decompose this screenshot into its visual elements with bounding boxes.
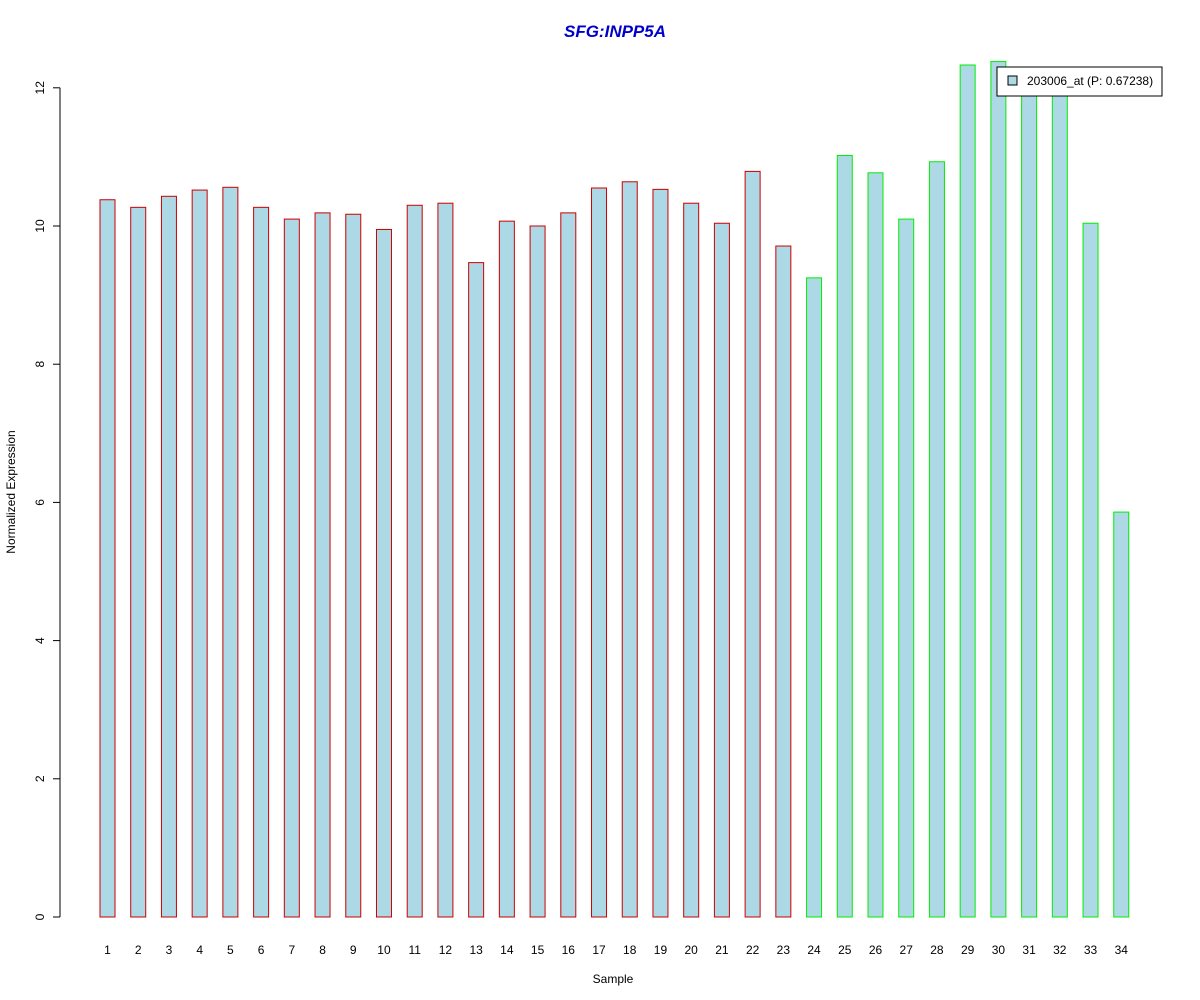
legend-label: 203006_at (P: 0.67238) [1027, 74, 1153, 88]
chart-title: SFG:INPP5A [564, 22, 666, 41]
bars [99, 61, 1130, 918]
bar-sample-18 [621, 181, 638, 918]
bar-sample-23 [775, 245, 792, 918]
x-axis-tick-label: 21 [715, 943, 729, 957]
x-axis-tick-label: 14 [500, 943, 514, 957]
x-axis-tick-label: 25 [838, 943, 852, 957]
x-axis-tick-label: 4 [196, 943, 203, 957]
x-axis-tick-label: 29 [961, 943, 975, 957]
x-axis-tick-label: 19 [654, 943, 668, 957]
x-axis-tick-label: 30 [992, 943, 1006, 957]
bar-sample-21 [713, 222, 730, 918]
y-axis-tick-label: 6 [33, 499, 47, 506]
bar-sample-28 [928, 161, 945, 918]
x-axis-tick-label: 5 [227, 943, 234, 957]
bar-sample-1 [99, 199, 116, 918]
bar-sample-33 [1082, 222, 1099, 918]
x-axis-tick-label: 23 [777, 943, 791, 957]
bar-sample-15 [529, 225, 546, 918]
x-axis-tick-label: 28 [930, 943, 944, 957]
bar-sample-10 [375, 228, 392, 918]
bar-sample-32 [1051, 94, 1068, 918]
bar-sample-25 [836, 155, 853, 918]
bar-sample-16 [560, 212, 577, 918]
x-axis-tick-label: 2 [135, 943, 142, 957]
bar-sample-13 [468, 262, 485, 918]
x-axis-title: Sample [593, 972, 634, 986]
x-axis-tick-label: 27 [900, 943, 914, 957]
bar-sample-11 [406, 204, 423, 918]
x-axis-tick-label: 12 [439, 943, 453, 957]
bar-sample-7 [283, 218, 300, 918]
bar-sample-2 [130, 206, 147, 918]
bar-sample-27 [898, 218, 915, 918]
bar-sample-4 [191, 189, 208, 918]
x-axis-tick-label: 22 [746, 943, 760, 957]
x-axis-tick-label: 6 [258, 943, 265, 957]
bar-sample-34 [1113, 511, 1130, 918]
x-axis-tick-label: 9 [350, 943, 357, 957]
y-axis-tick-label: 0 [33, 913, 47, 920]
x-axis-tick-label: 1 [104, 943, 111, 957]
y-axis-tick-label: 8 [33, 361, 47, 368]
x-axis-tick-labels: 1 2 3 4 5 6 7 8 9 10 11 12 13 14 15 16 17 18 19 20 21 22 23 24 2… [104, 943, 1128, 957]
x-axis-tick-label: 10 [377, 943, 391, 957]
x-axis-tick-label: 8 [319, 943, 326, 957]
legend-swatch [1007, 75, 1018, 86]
bar-sample-19 [652, 188, 669, 918]
x-axis-tick-label: 3 [166, 943, 173, 957]
bar-sample-29 [959, 64, 976, 918]
bar-sample-3 [160, 195, 177, 918]
y-axis-tick-label: 2 [33, 775, 47, 782]
x-axis-tick-label: 11 [408, 943, 421, 957]
bar-sample-6 [253, 206, 270, 918]
x-axis-tick-label: 32 [1053, 943, 1067, 957]
bar-sample-24 [806, 277, 823, 918]
bar-sample-20 [683, 202, 700, 918]
x-axis-tick-label: 16 [562, 943, 576, 957]
bar-sample-31 [1021, 90, 1038, 918]
y-axis-tick-label: 12 [33, 81, 47, 95]
bar-sample-5 [222, 186, 239, 918]
x-axis-tick-label: 31 [1022, 943, 1036, 957]
x-axis-tick-label: 33 [1084, 943, 1098, 957]
bar-sample-17 [591, 187, 608, 918]
legend-box [996, 66, 1163, 97]
y-axis-title: Normalized Expression [4, 430, 18, 553]
bar-sample-22 [744, 170, 761, 918]
y-axis-tick-label: 10 [33, 219, 47, 233]
x-axis-tick-label: 34 [1115, 943, 1129, 957]
bar-sample-26 [867, 172, 884, 918]
x-axis-tick-label: 18 [623, 943, 637, 957]
x-axis-tick-label: 26 [869, 943, 883, 957]
bar-sample-30 [990, 61, 1007, 918]
x-axis-tick-label: 7 [288, 943, 295, 957]
bar-sample-8 [314, 212, 331, 918]
x-axis-tick-label: 24 [807, 943, 821, 957]
bar-sample-12 [437, 202, 454, 918]
x-axis-tick-label: 13 [469, 943, 483, 957]
bar-sample-9 [345, 213, 362, 918]
y-axis: 0 2 4 6 8 10 12 [33, 81, 61, 920]
bar-sample-14 [498, 220, 515, 918]
legend: 203006_at (P: 0.67238) [996, 66, 1163, 97]
x-axis-tick-label: 17 [592, 943, 606, 957]
y-axis-tick-label: 4 [33, 637, 47, 644]
x-axis-tick-label: 20 [685, 943, 699, 957]
x-axis-tick-label: 15 [531, 943, 545, 957]
